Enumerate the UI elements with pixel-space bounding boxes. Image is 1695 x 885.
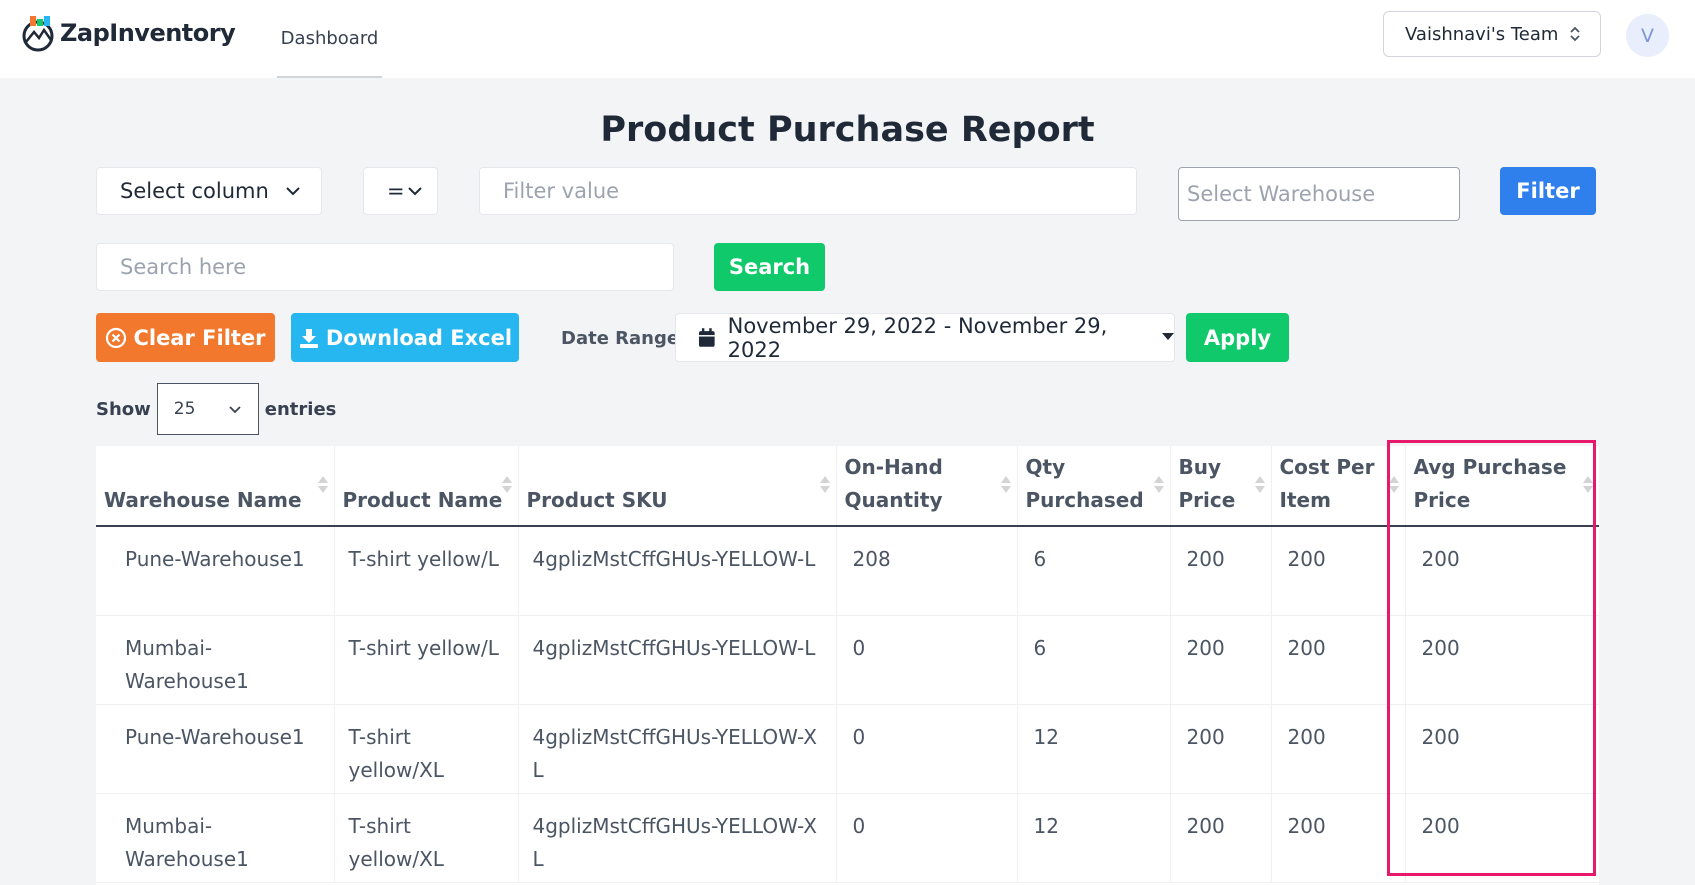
search-input[interactable]: Search here: [96, 243, 674, 291]
sort-icon: [1254, 476, 1265, 493]
cell-warehouse: Mumbai-Warehouse1: [96, 793, 335, 883]
cell-warehouse: Mumbai-Warehouse1: [96, 615, 335, 705]
table-row: Mumbai-Warehouse1 T-shirt yellow/XL 4gpl…: [96, 793, 1599, 883]
filter-button[interactable]: Filter: [1500, 167, 1596, 215]
clear-filter-label: Clear Filter: [133, 325, 266, 350]
cell-sku: 4gplizMstCffGHUs-YELLOW-XL: [518, 793, 837, 883]
cell-qty-purchased: 6: [1017, 526, 1171, 616]
cell-cost-per-item: 200: [1271, 615, 1406, 705]
entries-suffix: entries: [264, 398, 337, 420]
sort-icon: [1388, 476, 1399, 493]
operator-select[interactable]: =: [363, 167, 438, 215]
download-excel-button[interactable]: Download Excel: [291, 313, 519, 362]
search-button[interactable]: Search: [714, 243, 825, 291]
cell-avg-purchase-price: 200: [1405, 615, 1599, 705]
download-excel-label: Download Excel: [325, 325, 513, 350]
table-row: Pune-Warehouse1 T-shirt yellow/XL 4gpliz…: [96, 704, 1599, 794]
calendar-icon: [698, 327, 715, 347]
cell-buy-price: 200: [1170, 793, 1272, 883]
cell-product-name: T-shirt yellow/XL: [334, 793, 519, 883]
nav-dashboard-link[interactable]: Dashboard: [277, 0, 382, 78]
column-select-value: Select column: [120, 179, 269, 203]
table-row: Mumbai-Warehouse1 T-shirt yellow/L 4gpli…: [96, 615, 1599, 705]
sort-icon: [1153, 476, 1164, 493]
cell-warehouse: Pune-Warehouse1: [96, 704, 335, 794]
cell-qty-purchased: 12: [1017, 704, 1171, 794]
team-label: Vaishnavi's Team: [1405, 23, 1559, 45]
clear-circle-icon: [106, 327, 127, 348]
cell-product-name: T-shirt yellow/L: [334, 615, 519, 705]
header-product-sku[interactable]: Product SKU: [518, 446, 837, 527]
operator-value: =: [387, 179, 405, 203]
cell-warehouse: Pune-Warehouse1: [96, 526, 335, 616]
column-select[interactable]: Select column: [96, 167, 322, 215]
table-header-row: Warehouse Name Product Name Product SKU …: [96, 446, 1599, 527]
team-selector[interactable]: Vaishnavi's Team: [1383, 11, 1601, 57]
date-range-picker[interactable]: November 29, 2022 - November 29, 2022: [675, 313, 1175, 362]
cell-sku: 4gplizMstCffGHUs-YELLOW-L: [518, 615, 837, 705]
cell-cost-per-item: 200: [1271, 526, 1406, 616]
header-on-hand-quantity[interactable]: On-Hand Quantity: [836, 446, 1018, 527]
cell-sku: 4gplizMstCffGHUs-YELLOW-L: [518, 526, 837, 616]
cell-cost-per-item: 200: [1271, 793, 1406, 883]
header-cost-per-item[interactable]: Cost Per Item: [1271, 446, 1406, 527]
chevron-up-down-icon: [1570, 26, 1580, 42]
entries-control: Show 25 entries: [96, 383, 336, 435]
chevron-down-icon: [286, 187, 300, 196]
cell-cost-per-item: 200: [1271, 704, 1406, 794]
entries-value: 25: [173, 399, 196, 419]
table-row: Pune-Warehouse1 T-shirt yellow/L 4gplizM…: [96, 526, 1599, 616]
cell-product-name: T-shirt yellow/L: [334, 526, 519, 616]
chevron-down-icon: [407, 187, 422, 196]
cell-on-hand: 208: [836, 526, 1018, 616]
header-avg-purchase-price[interactable]: Avg Purchase Price: [1405, 446, 1599, 527]
sort-icon: [819, 476, 830, 493]
report-table: Warehouse Name Product Name Product SKU …: [96, 446, 1599, 883]
report-table-container: Warehouse Name Product Name Product SKU …: [96, 446, 1599, 885]
cell-on-hand: 0: [836, 615, 1018, 705]
cell-avg-purchase-price: 200: [1405, 793, 1599, 883]
apply-button[interactable]: Apply: [1186, 313, 1289, 362]
header-buy-price[interactable]: Buy Price: [1170, 446, 1272, 527]
cell-qty-purchased: 6: [1017, 615, 1171, 705]
cell-sku: 4gplizMstCffGHUs-YELLOW-XL: [518, 704, 837, 794]
date-range-value: November 29, 2022 - November 29, 2022: [727, 313, 1108, 362]
caret-down-icon: [1162, 332, 1174, 340]
cell-product-name: T-shirt yellow/XL: [334, 704, 519, 794]
sort-icon: [501, 476, 512, 493]
app-name: ZapInventory: [60, 19, 236, 47]
cell-on-hand: 0: [836, 704, 1018, 794]
app-logo[interactable]: ZapInventory: [20, 14, 236, 52]
cell-qty-purchased: 12: [1017, 793, 1171, 883]
sort-icon: [317, 476, 328, 493]
warehouse-select[interactable]: Select Warehouse: [1178, 167, 1460, 221]
sort-icon: [1000, 476, 1011, 493]
user-avatar[interactable]: V: [1626, 14, 1669, 57]
header-product-name[interactable]: Product Name: [334, 446, 519, 527]
cell-on-hand: 0: [836, 793, 1018, 883]
header-warehouse-name[interactable]: Warehouse Name: [96, 446, 335, 527]
cell-avg-purchase-price: 200: [1405, 526, 1599, 616]
sort-icon: [1582, 476, 1593, 493]
logo-icon: [22, 16, 54, 52]
cell-buy-price: 200: [1170, 526, 1272, 616]
date-range-label: Date Range:: [561, 328, 687, 349]
chevron-down-icon: [229, 405, 241, 413]
header-qty-purchased[interactable]: Qty Purchased: [1017, 446, 1171, 527]
cell-avg-purchase-price: 200: [1405, 704, 1599, 794]
clear-filter-button[interactable]: Clear Filter: [96, 313, 275, 362]
cell-buy-price: 200: [1170, 704, 1272, 794]
top-navbar: ZapInventory Dashboard Vaishnavi's Team …: [0, 0, 1695, 78]
filter-value-input[interactable]: Filter value: [479, 167, 1137, 215]
entries-select[interactable]: 25: [156, 383, 259, 435]
download-icon: [299, 328, 318, 348]
page-title: Product Purchase Report: [600, 110, 1095, 150]
show-label: Show: [96, 398, 151, 420]
cell-buy-price: 200: [1170, 615, 1272, 705]
